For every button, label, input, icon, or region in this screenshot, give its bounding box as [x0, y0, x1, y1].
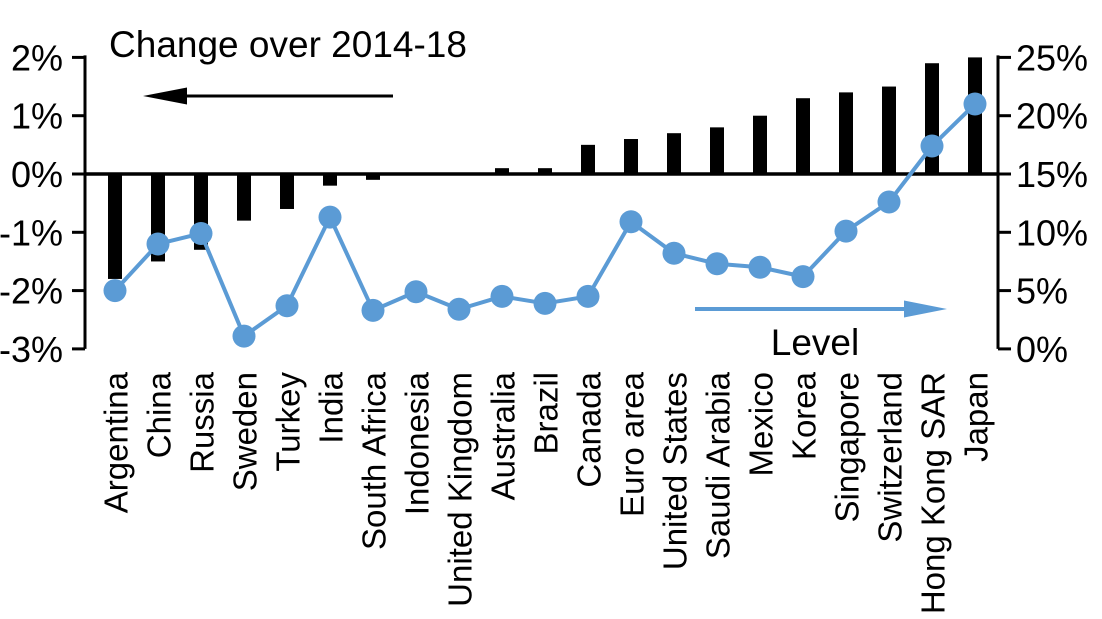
point-China [146, 232, 170, 256]
left-axis-tick-label: 0% [11, 154, 63, 195]
point-Hong Kong SAR [920, 134, 944, 158]
point-Japan [963, 92, 987, 116]
point-United States [662, 241, 686, 265]
level-arrow-right-icon [904, 300, 947, 318]
category-label-India: India [313, 371, 350, 443]
bar-United States [667, 133, 681, 174]
point-Argentina [103, 279, 127, 303]
bar-Euro area [624, 139, 638, 174]
left-axis-tick-label: 2% [11, 37, 63, 78]
right-axis-tick-label: 15% [1016, 154, 1088, 195]
category-label-Mexico: Mexico [743, 372, 780, 477]
bar-Japan [968, 57, 982, 174]
category-label-Saudi Arabia: Saudi Arabia [700, 371, 737, 559]
point-Korea [791, 265, 815, 289]
point-United Kingdom [447, 297, 471, 321]
category-label-Japan: Japan [958, 372, 995, 462]
point-Mexico [748, 255, 772, 279]
point-Australia [490, 284, 514, 308]
right-axis-series-label: Level [770, 322, 860, 363]
left-axis-tick-label: -1% [0, 212, 63, 253]
point-Turkey [275, 294, 299, 318]
point-Canada [576, 284, 600, 308]
category-label-Argentina: Argentina [98, 371, 135, 513]
category-label-Korea: Korea [786, 371, 823, 460]
category-label-Switzerland: Switzerland [872, 372, 909, 543]
right-axis-tick-label: 5% [1016, 271, 1068, 312]
category-label-Brazil: Brazil [528, 372, 565, 455]
bar-Argentina [108, 174, 122, 279]
bar-Mexico [753, 115, 767, 174]
bar-India [323, 174, 337, 186]
category-label-Euro area: Euro area [614, 371, 651, 517]
left-axis-tick-label: 1% [11, 96, 63, 137]
category-label-Sweden: Sweden [227, 372, 264, 491]
bar-Australia [495, 168, 509, 174]
category-label-Canada: Canada [571, 371, 608, 487]
point-South Africa [361, 298, 385, 322]
left-axis-series-label: Change over 2014-18 [109, 24, 467, 65]
bar-Singapore [839, 92, 853, 174]
bar-Canada [581, 144, 595, 174]
category-label-Indonesia: Indonesia [399, 371, 436, 515]
category-label-Singapore: Singapore [829, 372, 866, 522]
point-India [318, 205, 342, 229]
category-label-United States: United States [657, 372, 694, 570]
point-Indonesia [404, 280, 428, 304]
point-Euro area [619, 210, 643, 234]
right-axis-tick-label: 20% [1016, 96, 1088, 137]
left-axis-tick-label: -2% [0, 271, 63, 312]
category-label-Australia: Australia [485, 371, 522, 500]
category-label-China: China [141, 371, 178, 458]
category-label-South Africa: South Africa [356, 371, 393, 550]
bar-Switzerland [882, 86, 896, 174]
point-Brazil [533, 291, 557, 315]
right-axis-tick-label: 25% [1016, 37, 1088, 78]
right-axis-tick-label: 0% [1016, 329, 1068, 370]
change-arrow-left-icon [143, 87, 187, 105]
point-Singapore [834, 219, 858, 243]
category-label-United Kingdom: United Kingdom [442, 372, 479, 607]
bar-Sweden [237, 174, 251, 221]
point-Saudi Arabia [705, 252, 729, 276]
point-Switzerland [877, 190, 901, 214]
bar-South Africa [366, 174, 380, 180]
category-label-Turkey: Turkey [270, 372, 307, 472]
right-axis-tick-label: 10% [1016, 212, 1088, 253]
point-Russia [189, 221, 213, 245]
category-label-Russia: Russia [184, 371, 221, 473]
bar-Saudi Arabia [710, 127, 724, 174]
bar-Turkey [280, 174, 294, 209]
bar-Korea [796, 98, 810, 174]
point-Sweden [232, 324, 256, 348]
bar-Brazil [538, 168, 552, 174]
category-label-Hong Kong SAR: Hong Kong SAR [915, 372, 952, 614]
left-axis-tick-label: -3% [0, 329, 63, 370]
